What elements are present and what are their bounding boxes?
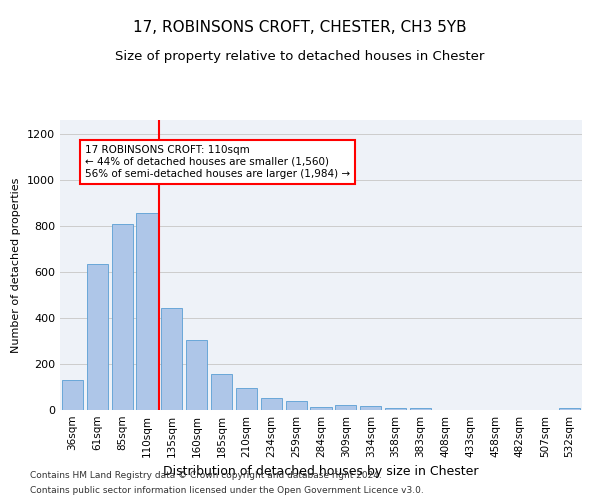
Bar xyxy=(360,406,381,410)
Bar xyxy=(261,398,282,410)
Bar xyxy=(286,402,307,410)
Text: Contains public sector information licensed under the Open Government Licence v3: Contains public sector information licen… xyxy=(30,486,424,495)
X-axis label: Distribution of detached houses by size in Chester: Distribution of detached houses by size … xyxy=(163,466,479,478)
Bar xyxy=(87,264,108,410)
Text: 17, ROBINSONS CROFT, CHESTER, CH3 5YB: 17, ROBINSONS CROFT, CHESTER, CH3 5YB xyxy=(133,20,467,35)
Text: Contains HM Land Registry data © Crown copyright and database right 2024.: Contains HM Land Registry data © Crown c… xyxy=(30,471,382,480)
Y-axis label: Number of detached properties: Number of detached properties xyxy=(11,178,22,352)
Bar xyxy=(161,308,182,410)
Bar xyxy=(112,224,133,410)
Text: 17 ROBINSONS CROFT: 110sqm
← 44% of detached houses are smaller (1,560)
56% of s: 17 ROBINSONS CROFT: 110sqm ← 44% of deta… xyxy=(85,146,350,178)
Bar xyxy=(335,406,356,410)
Bar xyxy=(62,380,83,410)
Bar xyxy=(410,408,431,410)
Bar xyxy=(310,406,332,410)
Bar xyxy=(236,388,257,410)
Bar xyxy=(186,340,207,410)
Bar xyxy=(385,408,406,410)
Bar xyxy=(211,374,232,410)
Text: Size of property relative to detached houses in Chester: Size of property relative to detached ho… xyxy=(115,50,485,63)
Bar xyxy=(136,212,158,410)
Bar xyxy=(559,408,580,410)
